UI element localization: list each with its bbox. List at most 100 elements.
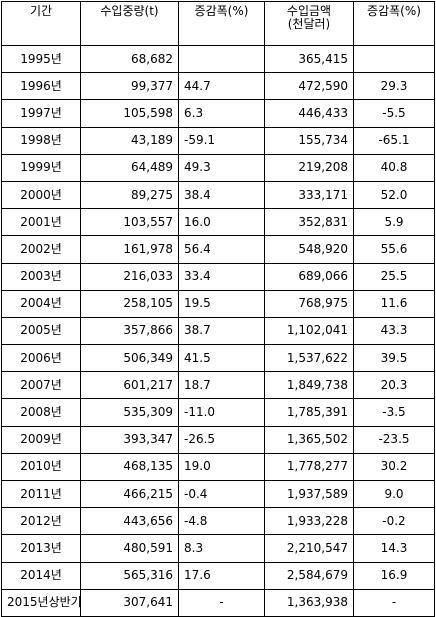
amount-cell: 689,066 bbox=[264, 262, 354, 291]
weight-change-cell: -59.1 bbox=[178, 126, 265, 155]
year-cell: 2001년 bbox=[1, 208, 81, 237]
weight-cell: 468,135 bbox=[80, 452, 179, 482]
year-cell: 2004년 bbox=[1, 289, 81, 318]
weight-cell: 506,349 bbox=[80, 344, 179, 373]
amount-change-cell: 11.6 bbox=[353, 289, 435, 318]
table-row: 2006년 506,349 41.5 1,537,622 39.5 bbox=[1, 344, 435, 373]
table-row: 1998년 43,189 -59.1 155,734 -65.1 bbox=[1, 126, 435, 155]
weight-change-cell: -0.4 bbox=[178, 479, 265, 509]
weight-cell: 43,189 bbox=[80, 126, 179, 155]
table-row: 2002년 161,978 56.4 548,920 55.6 bbox=[1, 235, 435, 264]
table-row: 2014년 565,316 17.6 2,584,679 16.9 bbox=[1, 561, 435, 590]
amount-cell: 333,171 bbox=[264, 180, 354, 210]
table-row: 1995년 68,682 365,415 bbox=[1, 44, 435, 74]
header-import-amount: 수입금액 (천달러) bbox=[264, 1, 354, 46]
amount-cell: 2,210,547 bbox=[264, 534, 354, 563]
amount-cell: 768,975 bbox=[264, 289, 354, 318]
weight-change-cell: - bbox=[178, 588, 265, 617]
table-row: 2007년 601,217 18.7 1,849,738 20.3 bbox=[1, 371, 435, 400]
weight-cell: 258,105 bbox=[80, 289, 179, 318]
table-row: 1997년 105,598 6.3 446,433 -5.5 bbox=[1, 99, 435, 128]
amount-change-cell: 52.0 bbox=[353, 180, 435, 210]
year-cell: 2007년 bbox=[1, 371, 81, 400]
table-row: 2003년 216,033 33.4 689,066 25.5 bbox=[1, 262, 435, 291]
year-cell: 2006년 bbox=[1, 344, 81, 373]
weight-cell: 64,489 bbox=[80, 153, 179, 182]
weight-change-cell: 16.0 bbox=[178, 208, 265, 237]
amount-cell: 1,933,228 bbox=[264, 507, 354, 536]
weight-change-cell: -4.8 bbox=[178, 507, 265, 536]
year-cell: 2009년 bbox=[1, 425, 81, 454]
header-amount-change: 증감폭(%) bbox=[353, 1, 435, 46]
weight-cell: 601,217 bbox=[80, 371, 179, 400]
weight-cell: 357,866 bbox=[80, 316, 179, 346]
header-weight-change: 증감폭(%) bbox=[178, 1, 265, 46]
year-cell: 1999년 bbox=[1, 153, 81, 182]
amount-cell: 365,415 bbox=[264, 44, 354, 74]
header-import-amount-line1: 수입금액 bbox=[286, 4, 332, 18]
amount-cell: 155,734 bbox=[264, 126, 354, 155]
weight-change-cell: 44.7 bbox=[178, 72, 265, 101]
amount-change-cell bbox=[353, 44, 435, 74]
table-row: 2004년 258,105 19.5 768,975 11.6 bbox=[1, 289, 435, 318]
amount-cell: 1,785,391 bbox=[264, 398, 354, 427]
amount-change-cell: 29.3 bbox=[353, 72, 435, 101]
amount-change-cell: -0.2 bbox=[353, 507, 435, 536]
year-cell: 2012년 bbox=[1, 507, 81, 536]
weight-cell: 89,275 bbox=[80, 180, 179, 210]
year-cell: 2000년 bbox=[1, 180, 81, 210]
weight-cell: 161,978 bbox=[80, 235, 179, 264]
amount-change-cell: -23.5 bbox=[353, 425, 435, 454]
amount-cell: 472,590 bbox=[264, 72, 354, 101]
table-row: 2000년 89,275 38.4 333,171 52.0 bbox=[1, 180, 435, 210]
weight-change-cell: 38.4 bbox=[178, 180, 265, 210]
header-import-amount-line2: (천달러) bbox=[287, 17, 331, 31]
amount-change-cell: 40.8 bbox=[353, 153, 435, 182]
weight-change-cell: 41.5 bbox=[178, 344, 265, 373]
year-cell: 1995년 bbox=[1, 44, 81, 74]
year-cell: 2015년상반기 bbox=[1, 588, 81, 617]
year-cell: 2010년 bbox=[1, 452, 81, 482]
weight-cell: 216,033 bbox=[80, 262, 179, 291]
weight-cell: 393,347 bbox=[80, 425, 179, 454]
year-cell: 2002년 bbox=[1, 235, 81, 264]
amount-change-cell: - bbox=[353, 588, 435, 617]
header-import-weight: 수입중량(t) bbox=[80, 1, 179, 46]
amount-cell: 219,208 bbox=[264, 153, 354, 182]
amount-change-cell: 14.3 bbox=[353, 534, 435, 563]
table-row: 2005년 357,866 38.7 1,102,041 43.3 bbox=[1, 316, 435, 346]
table-row: 1999년 64,489 49.3 219,208 40.8 bbox=[1, 153, 435, 182]
amount-cell: 1,102,041 bbox=[264, 316, 354, 346]
year-cell: 2014년 bbox=[1, 561, 81, 590]
weight-cell: 565,316 bbox=[80, 561, 179, 590]
amount-cell: 548,920 bbox=[264, 235, 354, 264]
weight-change-cell: 33.4 bbox=[178, 262, 265, 291]
table-row: 2012년 443,656 -4.8 1,933,228 -0.2 bbox=[1, 507, 435, 536]
amount-change-cell: -65.1 bbox=[353, 126, 435, 155]
year-cell: 2011년 bbox=[1, 479, 81, 509]
amount-cell: 446,433 bbox=[264, 99, 354, 128]
amount-cell: 1,365,502 bbox=[264, 425, 354, 454]
amount-change-cell: 16.9 bbox=[353, 561, 435, 590]
weight-change-cell: 49.3 bbox=[178, 153, 265, 182]
year-cell: 2013년 bbox=[1, 534, 81, 563]
weight-change-cell: 19.0 bbox=[178, 452, 265, 482]
weight-cell: 103,557 bbox=[80, 208, 179, 237]
weight-change-cell: 8.3 bbox=[178, 534, 265, 563]
weight-cell: 535,309 bbox=[80, 398, 179, 427]
weight-change-cell: 17.6 bbox=[178, 561, 265, 590]
weight-cell: 99,377 bbox=[80, 72, 179, 101]
table-row: 2013년 480,591 8.3 2,210,547 14.3 bbox=[1, 534, 435, 563]
weight-change-cell: 6.3 bbox=[178, 99, 265, 128]
table-row: 2009년 393,347 -26.5 1,365,502 -23.5 bbox=[1, 425, 435, 454]
year-cell: 1997년 bbox=[1, 99, 81, 128]
amount-change-cell: -5.5 bbox=[353, 99, 435, 128]
weight-change-cell: -26.5 bbox=[178, 425, 265, 454]
amount-cell: 1,778,277 bbox=[264, 452, 354, 482]
amount-cell: 1,537,622 bbox=[264, 344, 354, 373]
amount-cell: 1,849,738 bbox=[264, 371, 354, 400]
amount-cell: 1,363,938 bbox=[264, 588, 354, 617]
amount-change-cell: 25.5 bbox=[353, 262, 435, 291]
weight-change-cell: -11.0 bbox=[178, 398, 265, 427]
